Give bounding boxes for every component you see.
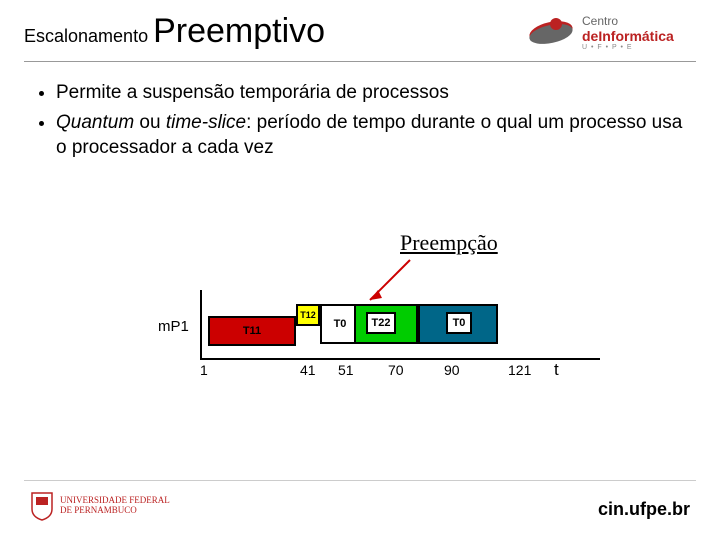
mp1-label: mP1 <box>158 318 189 335</box>
swoosh-icon <box>526 12 576 52</box>
univ-line2: DE PERNAMBUCO <box>60 506 170 516</box>
tick-1: 1 <box>200 362 208 378</box>
title-prefix: Escalonamento <box>24 26 153 46</box>
arrow-icon <box>360 258 420 308</box>
y-axis <box>200 290 202 360</box>
footer-logo-left: UNIVERSIDADE FEDERAL DE PERNAMBUCO <box>30 490 230 522</box>
box-t0b: T0 <box>446 312 472 334</box>
tick-51: 51 <box>338 362 354 378</box>
timeline-diagram: mP1 T11 T12 T0 T22 T0 1 41 51 70 90 121 … <box>150 290 610 410</box>
tick-90: 90 <box>444 362 460 378</box>
box-t11: T11 <box>208 316 296 346</box>
logo-ufpe-small: U • F • P • E <box>582 44 674 51</box>
bullet-1: Permite a suspensão temporária de proces… <box>56 80 688 106</box>
box-t12: T12 <box>296 304 320 326</box>
bullet-2: Quantum ou time-slice: período de tempo … <box>56 110 688 161</box>
footer-url: cin.ufpe.br <box>598 499 690 520</box>
content-area: Permite a suspensão temporária de proces… <box>0 62 720 161</box>
logo-text: Centro deInformática U • F • P • E <box>582 14 674 51</box>
t-axis-label: t <box>554 360 559 380</box>
box-t22: T22 <box>366 312 396 334</box>
footer-divider <box>24 480 696 481</box>
bullet-list: Permite a suspensão temporária de proces… <box>56 80 688 161</box>
logo-centro: Centro <box>582 14 674 28</box>
tick-70: 70 <box>388 362 404 378</box>
preempcao-label: Preempção <box>400 230 498 256</box>
quantum-word: Quantum <box>56 112 134 133</box>
tick-41: 41 <box>300 362 316 378</box>
tick-121: 121 <box>508 362 531 378</box>
ou-word: ou <box>134 112 166 133</box>
shield-icon <box>30 491 54 521</box>
footer: UNIVERSIDADE FEDERAL DE PERNAMBUCO cin.u… <box>0 480 720 540</box>
title-main: Preemptivo <box>153 12 325 50</box>
x-axis <box>200 358 600 360</box>
ufpe-text: UNIVERSIDADE FEDERAL DE PERNAMBUCO <box>60 496 170 516</box>
logo-top: Centro deInformática U • F • P • E <box>526 8 696 56</box>
timeslice-word: time-slice <box>166 112 246 133</box>
slide-header: Escalonamento Preemptivo Centro deInform… <box>0 0 720 59</box>
logo-informatica: deInformática <box>582 28 674 44</box>
